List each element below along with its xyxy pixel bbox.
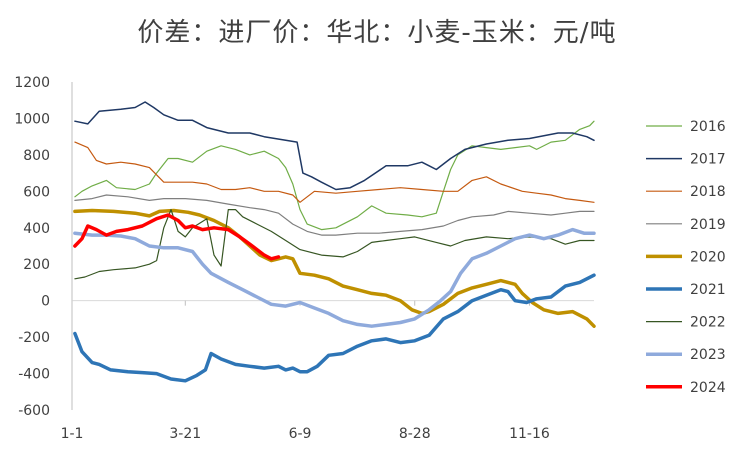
series-line-2018 — [74, 141, 595, 203]
series-line-2019 — [74, 194, 595, 236]
y-tick-label: -200 — [18, 330, 50, 346]
x-tick-label: 8-28 — [399, 426, 431, 442]
series-line-2020 — [73, 208, 596, 328]
legend: 2016 2017 2018 2019 2020 2021 2022 2023 2024 — [646, 119, 726, 396]
legend-label-2021: 2021 — [690, 282, 726, 298]
axes-layer: -600 -400 -200 0 200 400 600 800 1000 1200 1-1 3-21… — [14, 75, 594, 442]
legend-label-2018: 2018 — [690, 184, 726, 200]
y-tick-label: -600 — [18, 403, 50, 419]
y-tick-label: 0 — [41, 294, 50, 310]
series-line-2017 — [74, 101, 595, 191]
series-line-2021 — [73, 273, 596, 383]
y-tick-label: 400 — [23, 221, 50, 237]
legend-label-2017: 2017 — [690, 152, 726, 168]
legend-label-2019: 2019 — [690, 217, 726, 233]
y-tick-label: 200 — [23, 257, 50, 273]
x-tick-label: 3-21 — [169, 426, 201, 442]
x-tick-label: 1-1 — [61, 426, 84, 442]
legend-label-2020: 2020 — [690, 249, 726, 265]
legend-label-2022: 2022 — [690, 315, 726, 331]
legend-label-2023: 2023 — [690, 347, 726, 363]
y-tick-label: -400 — [18, 367, 50, 383]
x-tick-label: 11-16 — [509, 426, 550, 442]
x-tick-label: 6-9 — [289, 426, 312, 442]
series-line-2023 — [73, 227, 596, 328]
y-tick-label: 800 — [23, 148, 50, 164]
series-line-2024 — [73, 213, 281, 261]
legend-label-2016: 2016 — [690, 119, 726, 135]
chart-title: 价差：进厂价：华北：小麦-玉米：元/吨 — [137, 18, 617, 48]
y-tick-label: 1200 — [14, 75, 50, 91]
series-layer — [73, 101, 596, 383]
legend-label-2024: 2024 — [690, 380, 726, 396]
series-line-2016 — [74, 120, 595, 231]
y-tick-label: 600 — [23, 184, 50, 200]
series-line-2022 — [74, 209, 595, 280]
y-tick-label: 1000 — [14, 111, 50, 127]
